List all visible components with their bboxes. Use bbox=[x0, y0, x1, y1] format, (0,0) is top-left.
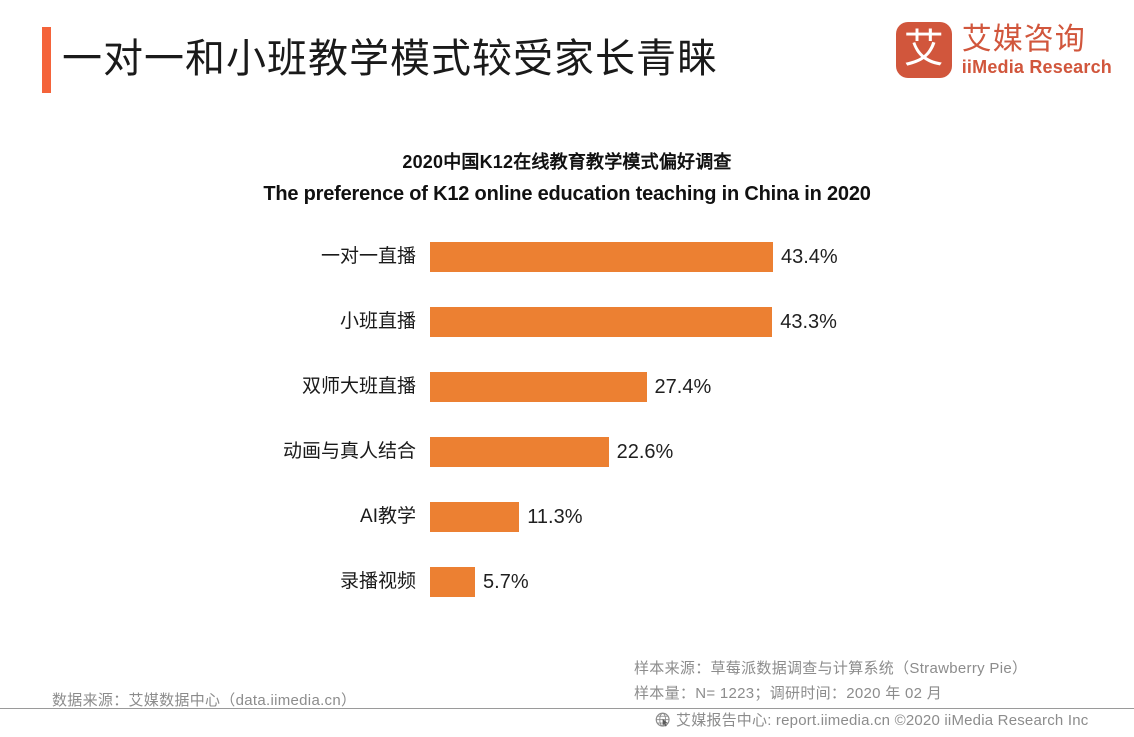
bar-row: 动画与真人结合 22.6% bbox=[0, 437, 1134, 467]
title-accent-bar bbox=[42, 27, 51, 93]
header: 一对一和小班教学模式较受家长青睐 艾 艾媒咨询 iiMedia Research bbox=[0, 0, 1134, 110]
logo-name-en: iiMedia Research bbox=[961, 56, 1112, 77]
bar-row: 双师大班直播 27.4% bbox=[0, 372, 1134, 402]
bar-value-label: 22.6% bbox=[616, 441, 674, 463]
bar-fill bbox=[430, 437, 609, 467]
chart-title-cn: 2020中国K12在线教育教学模式偏好调查 bbox=[402, 152, 732, 172]
bar-row: 小班直播 43.3% bbox=[0, 307, 1134, 337]
bar-row: 录播视频 5.7% bbox=[0, 567, 1134, 597]
footer-sample-info: 样本来源：草莓派数据调查与计算系统（Strawberry Pie） 样本量：N=… bbox=[634, 656, 1134, 706]
bar-value-label: 43.4% bbox=[781, 246, 838, 268]
bar-track: 22.6% bbox=[430, 437, 673, 467]
chart-title-en: The preference of K12 online education t… bbox=[263, 183, 871, 205]
bar-value-label: 11.3% bbox=[527, 506, 583, 528]
logo-name-cn: 艾媒咨询 bbox=[961, 22, 1086, 56]
footer-divider bbox=[0, 708, 1134, 709]
bar-value-label: 43.3% bbox=[780, 311, 837, 333]
footer-copyright-text: 艾媒报告中心: report.iimedia.cn ©2020 iiMedia … bbox=[676, 712, 1089, 729]
page-title: 一对一和小班教学模式较受家长青睐 bbox=[62, 37, 718, 81]
bar-category-label: 动画与真人结合 bbox=[282, 441, 416, 462]
footer-copyright-bar: 艾媒报告中心: report.iimedia.cn ©2020 iiMedia … bbox=[655, 712, 1088, 729]
bar-track: 43.3% bbox=[430, 307, 837, 337]
bar-fill bbox=[430, 502, 520, 532]
bar-value-label: 27.4% bbox=[654, 376, 712, 398]
brand-logo: 艾 艾媒咨询 iiMedia Research bbox=[895, 22, 1112, 78]
bar-fill bbox=[430, 567, 476, 597]
bar-category-label: 一对一直播 bbox=[320, 246, 416, 267]
bar-fill bbox=[430, 242, 773, 272]
bar-category-label: AI教学 bbox=[360, 506, 416, 527]
globe-icon bbox=[655, 712, 672, 729]
bar-row: AI教学 11.3% bbox=[0, 502, 1134, 532]
logo-text: 艾媒咨询 iiMedia Research bbox=[962, 23, 1112, 78]
bar-fill bbox=[430, 307, 773, 337]
bar-category-label: 录播视频 bbox=[339, 571, 416, 592]
bar-track: 43.4% bbox=[430, 242, 838, 272]
bar-track: 27.4% bbox=[430, 372, 711, 402]
bar-track: 11.3% bbox=[430, 502, 583, 532]
bar-value-label: 5.7% bbox=[483, 571, 529, 593]
bar-track: 5.7% bbox=[430, 567, 529, 597]
bar-category-label: 双师大班直播 bbox=[301, 376, 416, 397]
footer-sample-size: 样本量：N= 1223；调研时间：2020 年 02 月 bbox=[634, 685, 943, 702]
bar-chart: 一对一直播 43.4% 小班直播 43.3% 双师大班直播 27.4% 动画与真人结合 22.… bbox=[0, 228, 1134, 618]
footer-data-source: 数据来源：艾媒数据中心（data.iimedia.cn） bbox=[52, 692, 357, 709]
bar-fill bbox=[430, 372, 647, 402]
bar-category-label: 小班直播 bbox=[339, 311, 416, 332]
logo-mark-icon: 艾 bbox=[895, 22, 952, 78]
bar-row: 一对一直播 43.4% bbox=[0, 242, 1134, 272]
footer-sample-source: 样本来源：草莓派数据调查与计算系统（Strawberry Pie） bbox=[634, 660, 1028, 677]
